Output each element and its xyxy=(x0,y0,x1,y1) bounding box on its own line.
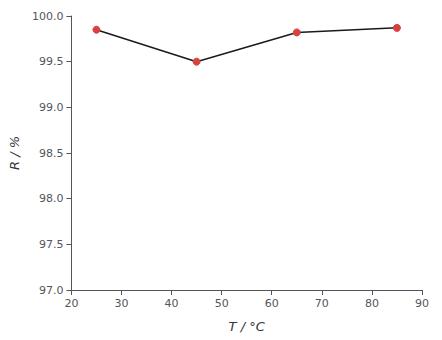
svg-text:20: 20 xyxy=(64,297,78,310)
svg-text:90: 90 xyxy=(415,297,429,310)
svg-text:98.0: 98.0 xyxy=(39,192,64,205)
svg-text:30: 30 xyxy=(114,297,128,310)
svg-text:60: 60 xyxy=(265,297,279,310)
svg-text:98.5: 98.5 xyxy=(39,147,64,160)
svg-text:40: 40 xyxy=(165,297,179,310)
svg-text:97.0: 97.0 xyxy=(39,284,64,297)
svg-text:99.5: 99.5 xyxy=(39,55,64,68)
svg-text:97.5: 97.5 xyxy=(39,238,64,251)
svg-text:50: 50 xyxy=(215,297,229,310)
svg-text:70: 70 xyxy=(315,297,329,310)
svg-text:R / %: R / % xyxy=(7,136,22,170)
svg-text:T / °C: T / °C xyxy=(229,319,266,334)
svg-text:100.0: 100.0 xyxy=(32,10,64,23)
svg-text:99.0: 99.0 xyxy=(39,101,64,114)
svg-text:80: 80 xyxy=(365,297,379,310)
